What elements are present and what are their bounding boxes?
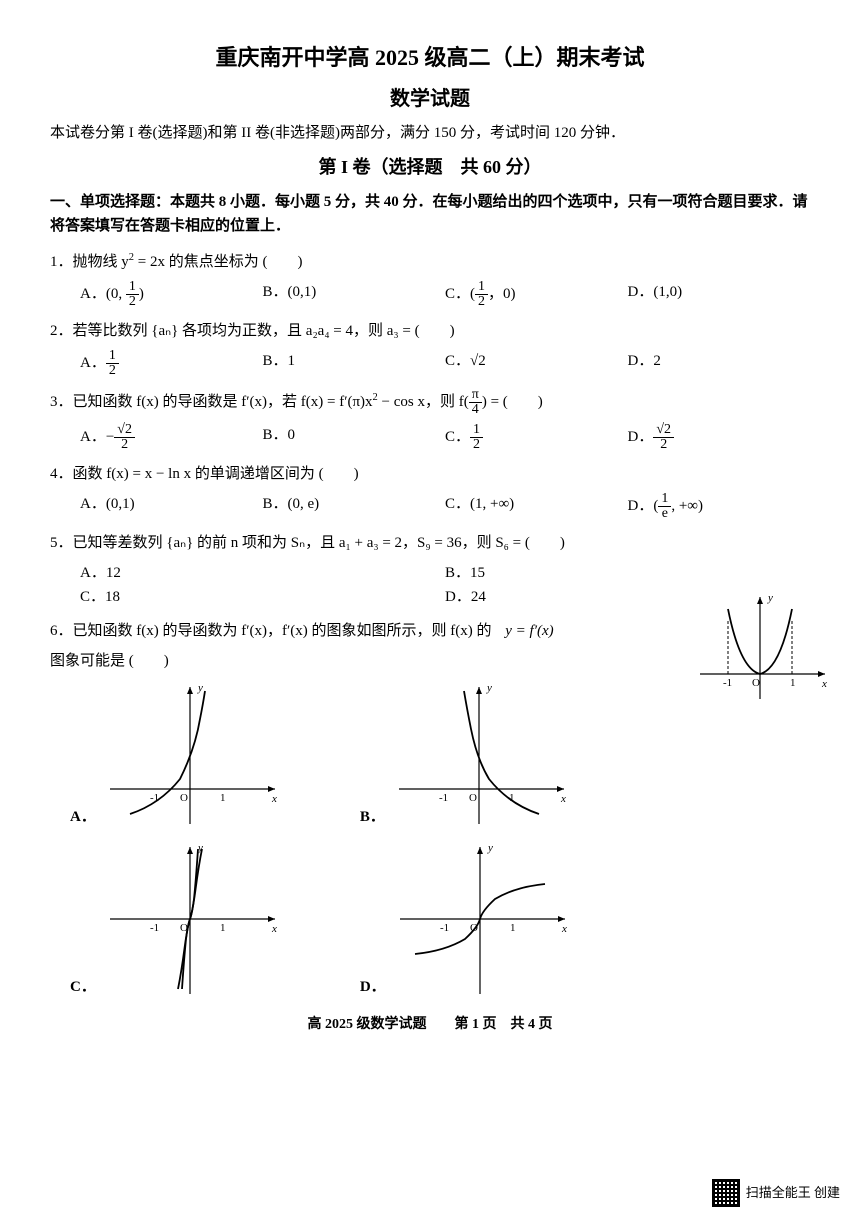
svg-text:x: x	[560, 793, 566, 805]
svg-text:O: O	[752, 677, 760, 689]
svg-text:-1: -1	[439, 792, 448, 804]
q2-option-d: D．2	[628, 349, 811, 378]
svg-text:y: y	[197, 682, 203, 694]
q4-option-b: B．(0, e)	[263, 492, 446, 521]
question-3: 3．已知函数 f(x) 的导函数是 f′(x)，若 f(x) = f′(π)x2…	[50, 388, 810, 452]
svg-text:y: y	[767, 592, 773, 604]
q5-option-c: C．18	[80, 585, 445, 609]
q1-text-post: = 2x 的焦点坐标为 ( )	[134, 254, 302, 270]
q2-option-b: B．1	[263, 349, 446, 378]
q3-text-pre: 3．已知函数 f(x) 的导函数是 f′(x)，若 f(x) = f′(π)x	[50, 394, 373, 410]
question-2: 2．若等比数列 {aₙ} 各项均为正数，且 a₂a₄ = 4，则 a₃ = ( …	[50, 319, 810, 378]
q5-option-a: A．12	[80, 561, 445, 585]
svg-text:y: y	[487, 842, 493, 854]
svg-text:1: 1	[220, 922, 226, 934]
svg-text:x: x	[561, 923, 567, 935]
svg-text:O: O	[180, 792, 188, 804]
question-6: 6．已知函数 f(x) 的导函数为 f′(x)，f′(x) 的图象如图所示，则 …	[50, 619, 810, 999]
q4-option-c: C．(1, +∞)	[445, 492, 628, 521]
q3-text-mid: − cos x，则 f(	[378, 394, 469, 410]
page-footer: 高 2025 级数学试题 第 1 页 共 4 页	[50, 1014, 810, 1036]
svg-text:-1: -1	[440, 922, 449, 934]
q2-text: 2．若等比数列 {aₙ} 各项均为正数，且 a₂a₄ = 4，则 a₃ = ( …	[50, 319, 810, 343]
svg-text:1: 1	[790, 677, 796, 689]
title-main: 重庆南开中学高 2025 级高二（上）期末考试	[50, 40, 810, 75]
q6-text: 6．已知函数 f(x) 的导函数为 f′(x)，f′(x) 的图象如图所示，则 …	[50, 623, 492, 639]
q1-option-d: D．(1,0)	[628, 280, 811, 309]
q3-option-d: D．√22	[628, 423, 811, 452]
svg-text:-1: -1	[723, 677, 732, 689]
q6-option-a: A． x y O -1 1	[70, 679, 280, 829]
q6-option-b: B． x y O -1 1	[360, 679, 569, 829]
q6-fprime-label: y = f′(x)	[505, 623, 553, 639]
svg-text:x: x	[271, 793, 277, 805]
intro-text: 本试卷分第 I 卷(选择题)和第 II 卷(非选择题)两部分，满分 150 分，…	[50, 121, 810, 145]
q6-option-c: C． x y O -1 1	[70, 839, 280, 999]
q4-text: 4．函数 f(x) = x − ln x 的单调递增区间为 ( )	[50, 462, 810, 486]
instruction-text: 一、单项选择题：本题共 8 小题．每小题 5 分，共 40 分．在每小题给出的四…	[50, 190, 810, 238]
svg-text:x: x	[821, 678, 827, 690]
q4-option-a: A．(0,1)	[80, 492, 263, 521]
q3-option-a: A．−√22	[80, 423, 263, 452]
watermark-text: 扫描全能王 创建	[746, 1183, 840, 1204]
svg-text:1: 1	[510, 922, 516, 934]
q3-text-post: ) = ( )	[482, 394, 543, 410]
q2-option-c: C．√2	[445, 349, 628, 378]
svg-text:O: O	[469, 792, 477, 804]
q2-option-a: A．12	[80, 349, 263, 378]
qr-code-icon	[712, 1179, 740, 1207]
q5-option-b: B．15	[445, 561, 810, 585]
fprime-reference-graph: x y O -1 1	[690, 589, 830, 709]
section-title: 第 I 卷（选择题 共 60 分）	[50, 153, 810, 182]
q6-option-d: D． x y O -1 1	[360, 839, 570, 999]
question-4: 4．函数 f(x) = x − ln x 的单调递增区间为 ( ) A．(0,1…	[50, 462, 810, 521]
question-1: 1．抛物线 y2 = 2x 的焦点坐标为 ( ) A．(0, 12) B．(0,…	[50, 250, 810, 309]
svg-text:x: x	[271, 923, 277, 935]
q4-option-d: D．(1e, +∞)	[628, 492, 811, 521]
svg-text:-1: -1	[150, 922, 159, 934]
title-sub: 数学试题	[50, 83, 810, 115]
q1-option-c: C．(12，0)	[445, 280, 628, 309]
q3-option-c: C．12	[445, 423, 628, 452]
q3-option-b: B．0	[263, 423, 446, 452]
q1-option-a: A．(0, 12)	[80, 280, 263, 309]
q1-text-pre: 1．抛物线 y	[50, 254, 129, 270]
q1-option-b: B．(0,1)	[263, 280, 446, 309]
q5-text: 5．已知等差数列 {aₙ} 的前 n 项和为 Sₙ，且 a₁ + a₃ = 2，…	[50, 531, 810, 555]
svg-text:y: y	[486, 682, 492, 694]
watermark: 扫描全能王 创建	[712, 1179, 840, 1207]
svg-text:1: 1	[220, 792, 226, 804]
